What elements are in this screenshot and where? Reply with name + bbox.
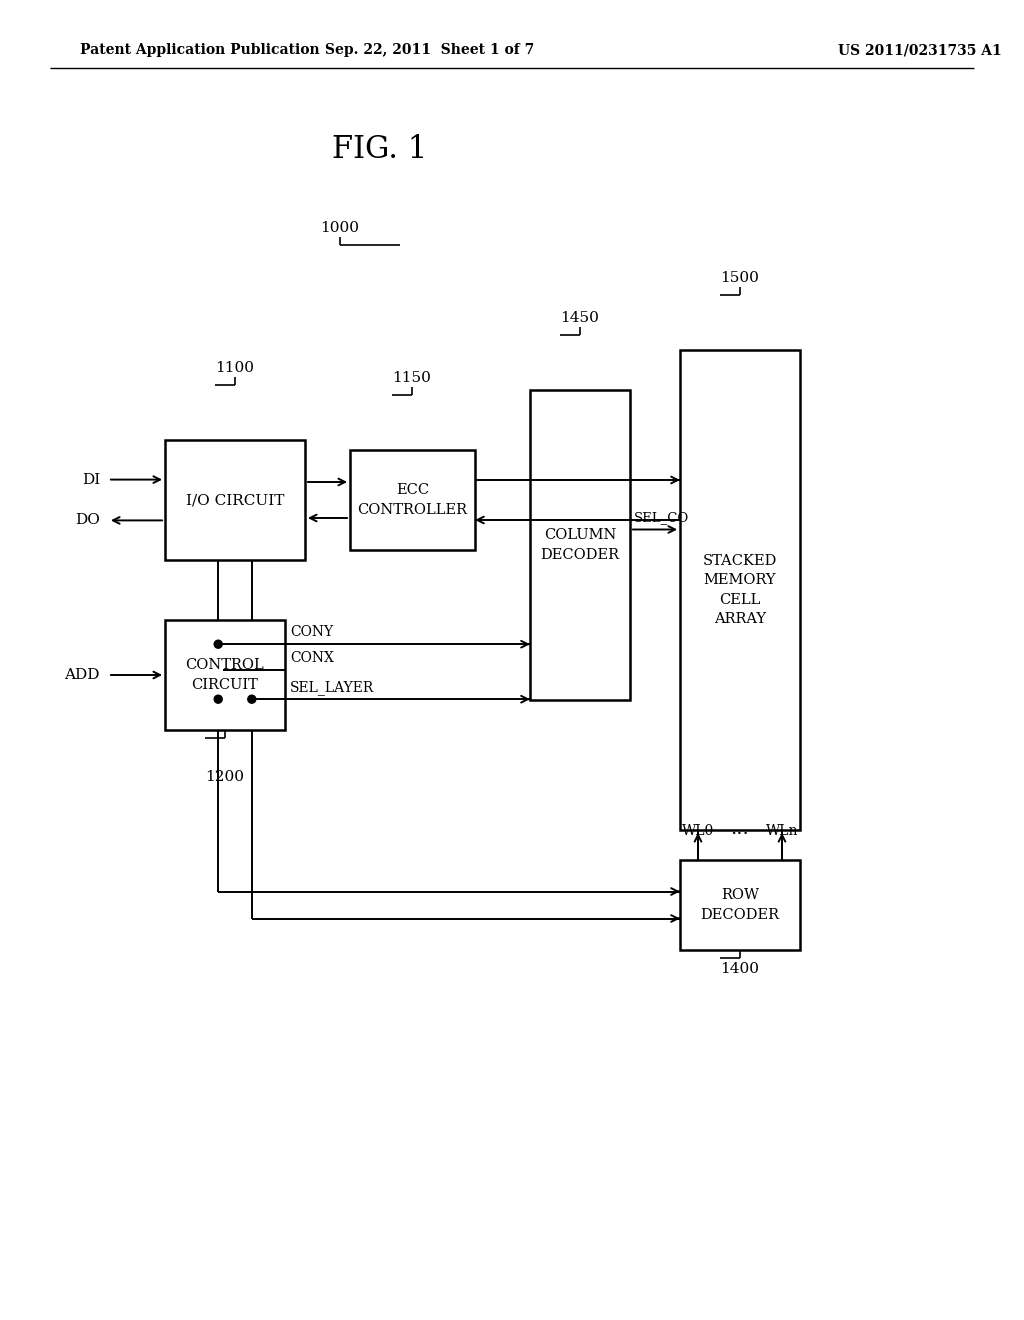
Text: Patent Application Publication: Patent Application Publication: [80, 44, 319, 57]
Text: ROW
DECODER: ROW DECODER: [700, 888, 779, 921]
Text: I/O CIRCUIT: I/O CIRCUIT: [185, 492, 285, 507]
Bar: [165, 620, 285, 730]
Text: ADD: ADD: [65, 668, 100, 682]
Text: 1200: 1200: [206, 770, 245, 784]
Text: DO: DO: [75, 513, 100, 528]
Text: STACKED
MEMORY
CELL
ARRAY: STACKED MEMORY CELL ARRAY: [702, 554, 777, 626]
Text: SEL_LAYER: SEL_LAYER: [290, 680, 374, 696]
Text: US 2011/0231735 A1: US 2011/0231735 A1: [838, 44, 1001, 57]
Text: CONX: CONX: [290, 652, 334, 665]
Text: CONY: CONY: [290, 626, 333, 639]
Bar: [165, 440, 305, 560]
Text: 1500: 1500: [721, 271, 760, 285]
Text: FIG. 1: FIG. 1: [333, 135, 428, 165]
Circle shape: [214, 696, 222, 704]
Text: WL0: WL0: [682, 824, 714, 838]
Text: WLn: WLn: [766, 824, 799, 838]
Bar: [350, 450, 475, 550]
Circle shape: [248, 696, 256, 704]
Bar: [680, 861, 800, 950]
Circle shape: [214, 640, 222, 648]
Text: 1450: 1450: [560, 312, 599, 325]
Text: 1000: 1000: [321, 220, 359, 235]
Text: COLUMN
DECODER: COLUMN DECODER: [541, 528, 620, 562]
Text: ...: ...: [731, 820, 750, 838]
Text: 1100: 1100: [215, 360, 255, 375]
Text: CONTROL
CIRCUIT: CONTROL CIRCUIT: [185, 659, 264, 692]
Text: ECC
CONTROLLER: ECC CONTROLLER: [357, 483, 468, 516]
Text: Sep. 22, 2011  Sheet 1 of 7: Sep. 22, 2011 Sheet 1 of 7: [326, 44, 535, 57]
Text: 1400: 1400: [721, 962, 760, 975]
Bar: [680, 350, 800, 830]
Bar: [530, 389, 630, 700]
Text: SEL_CO: SEL_CO: [634, 511, 689, 524]
Text: DI: DI: [82, 473, 100, 487]
Text: 1150: 1150: [392, 371, 431, 385]
